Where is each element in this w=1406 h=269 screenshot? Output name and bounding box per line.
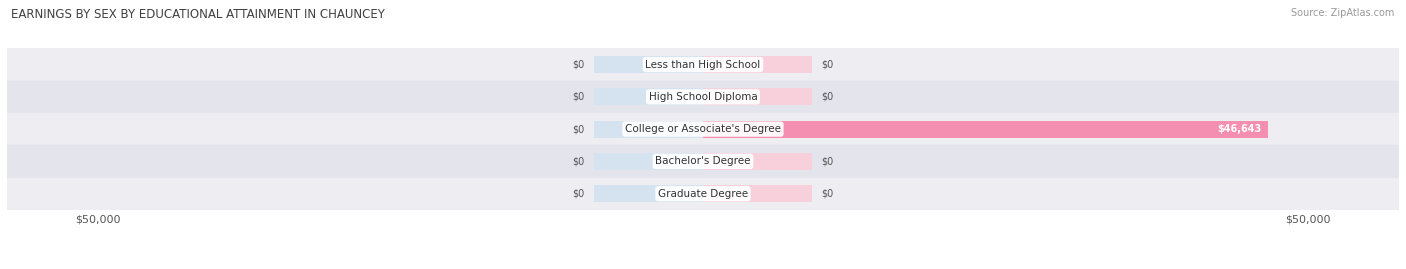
Text: Less than High School: Less than High School [645,59,761,70]
Text: $0: $0 [572,124,585,134]
Text: $46,643: $46,643 [1218,124,1261,134]
Bar [7,81,1399,113]
Bar [7,48,1399,81]
Bar [703,56,811,73]
Bar [7,178,1399,210]
Text: $0: $0 [572,59,585,70]
Bar [595,56,703,73]
Bar [7,113,1399,145]
Bar [703,89,811,105]
Text: High School Diploma: High School Diploma [648,92,758,102]
Text: $0: $0 [821,92,834,102]
Bar [595,185,703,202]
Text: College or Associate's Degree: College or Associate's Degree [626,124,780,134]
Text: $0: $0 [572,156,585,167]
Text: Graduate Degree: Graduate Degree [658,189,748,199]
Text: $0: $0 [821,189,834,199]
Text: $0: $0 [821,156,834,167]
Bar [595,89,703,105]
Bar [595,121,703,137]
Bar [595,153,703,170]
Text: Source: ZipAtlas.com: Source: ZipAtlas.com [1291,8,1395,18]
Text: Bachelor's Degree: Bachelor's Degree [655,156,751,167]
Text: $0: $0 [821,59,834,70]
Bar [703,121,1268,137]
Bar [703,153,811,170]
Text: EARNINGS BY SEX BY EDUCATIONAL ATTAINMENT IN CHAUNCEY: EARNINGS BY SEX BY EDUCATIONAL ATTAINMEN… [11,8,385,21]
Bar [703,185,811,202]
Text: $0: $0 [572,189,585,199]
Text: $0: $0 [572,92,585,102]
Bar [7,145,1399,178]
Bar [703,121,1268,137]
